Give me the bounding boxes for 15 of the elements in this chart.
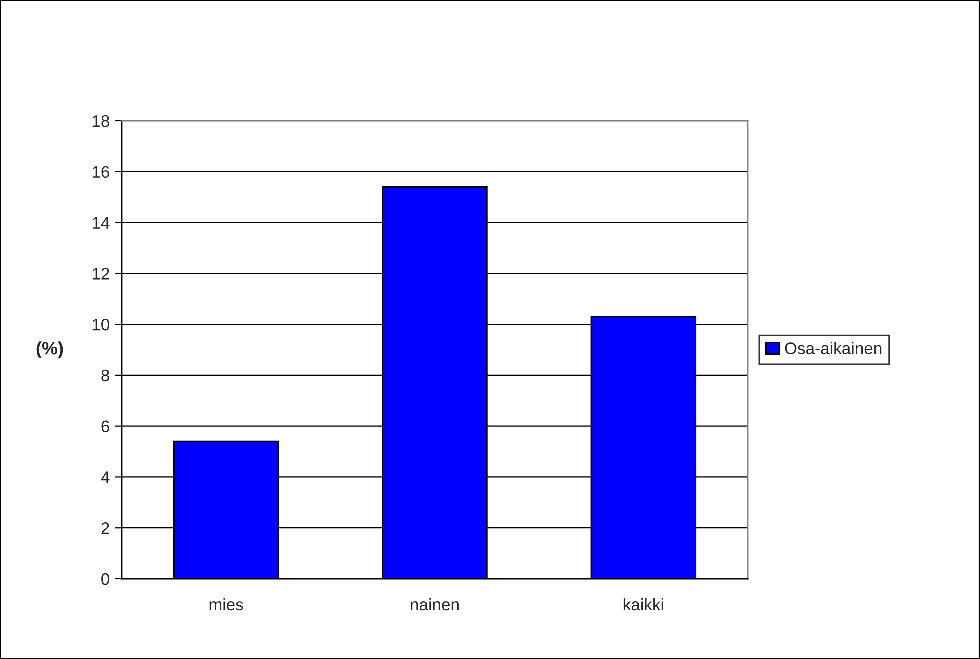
y-tick-label: 4 <box>101 472 110 484</box>
y-tick-label: 18 <box>92 115 110 128</box>
y-tick-label: 12 <box>92 268 110 280</box>
y-tick-label: 6 <box>102 420 110 433</box>
y-axis-title: (%) <box>36 342 64 358</box>
y-tick-label: 2 <box>102 522 110 534</box>
legend-label: Osa-aikainen <box>785 342 882 354</box>
y-tick-label: 10 <box>92 318 110 331</box>
x-tick-label: mies <box>210 598 244 611</box>
y-tick-label: 16 <box>92 166 110 178</box>
x-tick-label: kaikki <box>624 598 664 611</box>
x-tick-label: nainen <box>411 598 459 611</box>
y-tick-label: 14 <box>92 217 110 229</box>
y-tick-label: 0 <box>102 573 110 586</box>
y-tick-label: 8 <box>102 370 110 382</box>
